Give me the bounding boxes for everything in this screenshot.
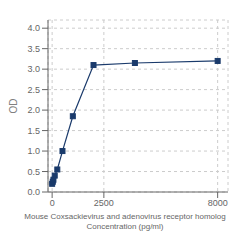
svg-text:0.0: 0.0 <box>27 187 40 197</box>
svg-text:0: 0 <box>50 198 55 208</box>
svg-text:1.5: 1.5 <box>27 126 40 136</box>
svg-text:OD: OD <box>8 99 19 114</box>
svg-text:1.0: 1.0 <box>27 146 40 156</box>
html-text:Mouse Coxsackievirus and adeno: Mouse Coxsackievirus and adenovirus rece… <box>24 212 226 221</box>
svg-text:8000: 8000 <box>208 198 228 208</box>
svg-text:3.0: 3.0 <box>27 64 40 74</box>
svg-text:3.5: 3.5 <box>27 44 40 54</box>
svg-text:2.0: 2.0 <box>27 105 40 115</box>
svg-text:0.5: 0.5 <box>27 167 40 177</box>
svg-text:2.5: 2.5 <box>27 85 40 95</box>
svg-text:2500: 2500 <box>94 198 114 208</box>
svg-text:4.0: 4.0 <box>27 23 40 33</box>
html-text:Concentration (pg/ml): Concentration (pg/ml) <box>86 222 164 231</box>
